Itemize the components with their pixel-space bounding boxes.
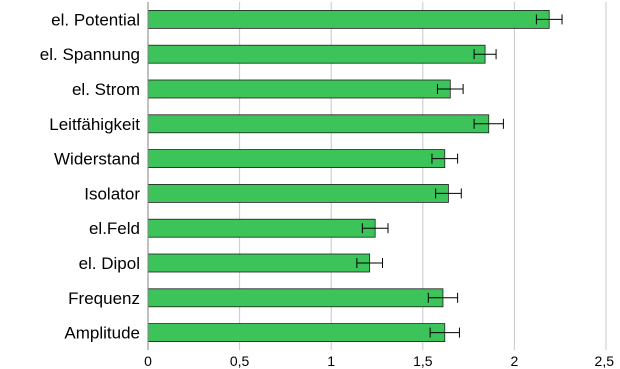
- x-tick-label: 0: [144, 353, 152, 369]
- x-tick-label: 2,5: [595, 353, 615, 369]
- x-tick-label: 2: [511, 353, 519, 369]
- category-label: Frequenz: [68, 289, 140, 308]
- category-labels: el. Potential el. Spannung el. Strom Leitfä…: [40, 10, 141, 342]
- category-label: el. Spannung: [40, 45, 140, 64]
- error-bar: [427, 292, 459, 303]
- error-bar: [535, 14, 563, 25]
- category-label: Amplitude: [64, 324, 140, 343]
- error-bars: [356, 14, 563, 338]
- bar: [147, 44, 486, 64]
- error-bar: [435, 188, 462, 199]
- error-bar: [473, 118, 504, 129]
- category-label: Leitfähigkeit: [49, 115, 140, 134]
- x-tick-labels: 0 0,5 1 1,5 2 2,5: [144, 353, 614, 369]
- error-bar: [429, 327, 460, 338]
- bar: [147, 323, 446, 343]
- bar: [147, 183, 449, 203]
- x-tick-label: 1,5: [413, 353, 433, 369]
- bar: [147, 218, 376, 238]
- category-label: el. Potential: [51, 10, 140, 29]
- bars: [147, 9, 550, 343]
- error-bar: [356, 258, 383, 268]
- bar: [147, 253, 371, 273]
- category-label: Isolator: [84, 184, 140, 203]
- bar: [147, 149, 446, 169]
- error-bar: [473, 49, 497, 60]
- category-label: el. Dipol: [79, 254, 140, 273]
- category-label: el. Strom: [72, 80, 140, 99]
- error-bar: [361, 223, 389, 234]
- bar: [147, 288, 444, 308]
- x-tick-label: 0,5: [230, 353, 250, 369]
- category-label: el.Feld: [89, 219, 140, 238]
- x-tick-label: 1: [327, 353, 335, 369]
- error-bar: [436, 84, 464, 94]
- bar: [147, 114, 490, 134]
- bar: [147, 9, 550, 29]
- bar: [147, 79, 451, 99]
- error-bar: [431, 153, 459, 164]
- category-label: Widerstand: [54, 150, 140, 169]
